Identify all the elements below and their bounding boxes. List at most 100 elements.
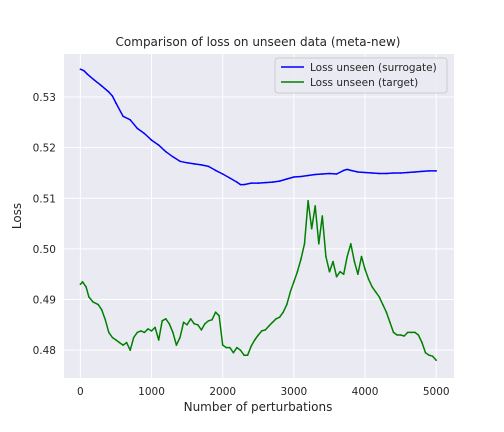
data-point [157, 144, 160, 146]
data-point [421, 170, 423, 173]
data-point [257, 334, 260, 336]
data-point [111, 95, 114, 97]
data-point [364, 268, 366, 271]
y-tick-label: 0.52 [33, 143, 56, 155]
data-point [221, 173, 224, 175]
data-point [314, 205, 317, 207]
data-point [179, 336, 181, 339]
data-point [214, 311, 217, 314]
data-point [147, 328, 149, 330]
data-point [406, 331, 409, 334]
data-point [172, 156, 174, 158]
data-point [150, 139, 153, 141]
data-point [325, 255, 327, 258]
data-point [232, 351, 235, 354]
data-point [399, 334, 402, 336]
data-point [367, 278, 370, 281]
x-tick-label: 4000 [352, 386, 379, 398]
data-point [79, 283, 82, 286]
data-point [150, 330, 153, 332]
data-point [410, 331, 413, 334]
data-point [221, 344, 224, 346]
data-point [111, 336, 114, 339]
data-point [417, 334, 420, 336]
data-point [307, 174, 309, 177]
x-tick-label: 5000 [423, 386, 450, 398]
data-point [218, 314, 220, 317]
data-point [79, 68, 82, 70]
data-point [414, 171, 416, 173]
data-point [335, 173, 338, 175]
data-point [175, 344, 178, 346]
data-point [421, 341, 423, 344]
data-point [122, 344, 124, 346]
data-point [428, 170, 430, 172]
data-point [357, 171, 359, 173]
data-point [399, 172, 402, 174]
data-point [207, 320, 210, 322]
data-point [253, 339, 256, 341]
series-surrogate [79, 68, 438, 186]
y-tick-label: 0.51 [33, 193, 56, 205]
data-point [339, 270, 341, 273]
data-point [371, 286, 374, 288]
data-point [342, 169, 345, 172]
data-point [396, 334, 398, 336]
data-point [165, 318, 167, 320]
data-point [250, 345, 252, 347]
y-tick-label: 0.53 [33, 92, 56, 104]
data-point [414, 331, 416, 334]
data-point [403, 335, 406, 337]
data-point [165, 150, 167, 153]
data-point [86, 73, 89, 76]
data-point [275, 318, 277, 320]
data-point [346, 255, 349, 258]
data-point [193, 323, 195, 325]
data-point [200, 164, 203, 166]
data-point [350, 243, 352, 245]
data-point [236, 181, 238, 183]
data-point [100, 308, 103, 311]
series-target [79, 200, 438, 362]
data-point [243, 354, 245, 357]
data-point [204, 323, 206, 325]
y-tick-label: 0.49 [33, 295, 56, 307]
data-point [282, 311, 285, 314]
data-point [225, 346, 228, 349]
x-axis-ticks: 0 1000 2000 3000 4000 5000 [77, 386, 450, 398]
plot-area [64, 54, 454, 378]
data-point [132, 336, 135, 339]
data-point [261, 330, 263, 332]
data-point [406, 171, 409, 174]
legend-label-target: Loss unseen (target) [310, 77, 418, 89]
data-point [296, 270, 299, 273]
data-point [293, 176, 295, 178]
data-point [332, 260, 334, 263]
data-point [85, 286, 87, 288]
data-point [143, 132, 146, 135]
legend-label-surrogate: Loss unseen (surrogate) [310, 62, 437, 74]
data-point [211, 319, 213, 321]
data-point [303, 243, 306, 245]
data-point [250, 182, 252, 184]
data-point [264, 181, 267, 184]
y-tick-label: 0.48 [33, 345, 56, 357]
data-point [382, 303, 384, 306]
data-point [335, 275, 338, 278]
data-point [81, 281, 84, 283]
data-point [115, 102, 117, 104]
legend-box [274, 57, 448, 94]
data-point [378, 296, 381, 298]
data-point [88, 296, 90, 298]
data-point [364, 171, 366, 174]
data-point [293, 281, 295, 283]
data-point [346, 168, 349, 171]
data-point [214, 169, 217, 172]
data-point [431, 355, 434, 358]
data-point [83, 69, 85, 72]
data-point [172, 331, 174, 334]
data-point [189, 318, 192, 320]
data-point [136, 127, 139, 130]
data-point [310, 227, 313, 230]
